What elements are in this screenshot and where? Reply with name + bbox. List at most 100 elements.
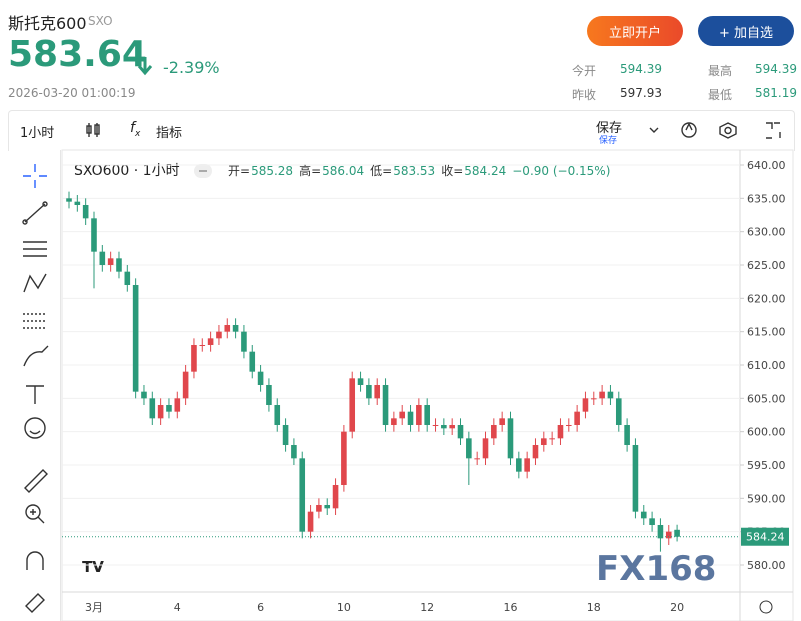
candle-body (582, 398, 589, 412)
candle-body (574, 411, 580, 425)
title: 斯托克600 (8, 14, 87, 33)
candle-body (274, 405, 281, 425)
candle-body (116, 258, 122, 272)
legend-value: 583.53 (393, 164, 435, 178)
candle-body (557, 425, 564, 439)
price: 583.64 (8, 34, 147, 75)
candle-body (491, 425, 497, 439)
save-sub: 保存 (599, 136, 618, 146)
y-tick-label: 590.00 (747, 492, 786, 505)
candle-body (374, 385, 381, 399)
candle-body (224, 325, 231, 332)
y-tick-label: 615.00 (747, 326, 786, 339)
watermark: FX168 (596, 549, 716, 589)
x-tick-label: 3月 (85, 601, 103, 614)
candle-body (107, 258, 114, 265)
chart-title: SXO600 · 1小时 (74, 163, 180, 179)
y-tick-label: 630.00 (747, 226, 786, 239)
open-account-button[interactable]: 立即开户 (587, 16, 683, 46)
candle-body (649, 518, 655, 525)
candle-body (599, 391, 605, 399)
x-tick-label: 6 (257, 601, 264, 614)
candle-body (349, 378, 356, 432)
chart-type-button[interactable] (84, 120, 102, 140)
x-tick-label: 18 (587, 601, 601, 614)
stat-value: 594.39 (755, 62, 797, 76)
tv-logo (78, 552, 108, 580)
candle-body (366, 385, 372, 399)
candle-body (516, 458, 522, 472)
candle-body (457, 425, 464, 439)
candle-body (424, 405, 430, 425)
candle-body (665, 531, 672, 539)
candle-body (207, 338, 214, 345)
candle-body (382, 385, 389, 425)
candle-body (74, 201, 81, 205)
candle-body (182, 371, 189, 399)
y-tick-label: 610.00 (747, 359, 786, 372)
y-tick-label: 605.00 (747, 392, 786, 405)
candle-body (482, 438, 489, 459)
x-tick-label: 16 (503, 601, 517, 614)
candle-body (174, 398, 181, 412)
candle-body (541, 438, 547, 445)
watchlist-button[interactable]: + 加自选 (698, 16, 794, 46)
candle-body (141, 391, 147, 399)
candle-body (341, 431, 347, 485)
candle-body (566, 425, 572, 426)
last-price-box (741, 527, 789, 546)
legend-label: 高= (299, 163, 321, 178)
code: SXO (88, 14, 113, 28)
candle-body (407, 411, 414, 425)
interval-button[interactable]: 1小时 (20, 126, 55, 141)
settings-icon[interactable] (759, 600, 773, 614)
candle-body (166, 405, 172, 412)
toolbar-icons[interactable] (644, 120, 794, 140)
candle-body (416, 405, 422, 425)
down-arrow (137, 57, 153, 76)
candle-body (216, 331, 222, 339)
candle-body (91, 218, 97, 252)
candle-body (232, 325, 239, 332)
candle-body (157, 405, 164, 419)
candle-body (507, 418, 514, 459)
legend-label: 低= (370, 164, 392, 178)
last-price-label: 584.24 (746, 531, 785, 544)
save-button[interactable]: 保存 (596, 121, 623, 136)
candle-body (607, 391, 614, 399)
stat-value: 581.19 (755, 86, 797, 100)
change: -2.39% (163, 58, 220, 77)
candle-body (316, 505, 322, 512)
legend-value: 584.24 (464, 164, 506, 178)
candle-body (432, 425, 439, 426)
candle-body (449, 425, 455, 429)
candle-body (499, 418, 505, 425)
drawing-tools[interactable] (8, 150, 60, 621)
y-tick-label: 580.00 (747, 559, 786, 572)
candle-body (474, 458, 480, 460)
candle-body (590, 398, 597, 400)
y-tick-label: 635.00 (747, 192, 786, 205)
candle-body (632, 445, 639, 512)
stat-value: 597.93 (620, 86, 662, 100)
tools-border (0, 150, 61, 621)
legend-change: −0.90 (−0.15%) (512, 164, 610, 178)
candle-body (249, 351, 256, 372)
y-tick-label: 595.00 (747, 459, 786, 472)
candle-body (241, 331, 247, 352)
candle-body (191, 345, 197, 372)
candle-body (124, 271, 131, 285)
candle-body (132, 285, 139, 392)
indicators-button[interactable]: 指标 (156, 126, 183, 141)
legend-label: 开= (228, 164, 250, 178)
fx-icon: fx (130, 120, 141, 139)
candle-body (332, 485, 339, 509)
candle-body (532, 445, 539, 459)
candle-body (624, 425, 630, 445)
y-tick-label: 640.00 (747, 159, 786, 172)
candle-body (82, 205, 89, 219)
candle-body (66, 198, 72, 202)
stat-label: 最低 (708, 88, 733, 102)
